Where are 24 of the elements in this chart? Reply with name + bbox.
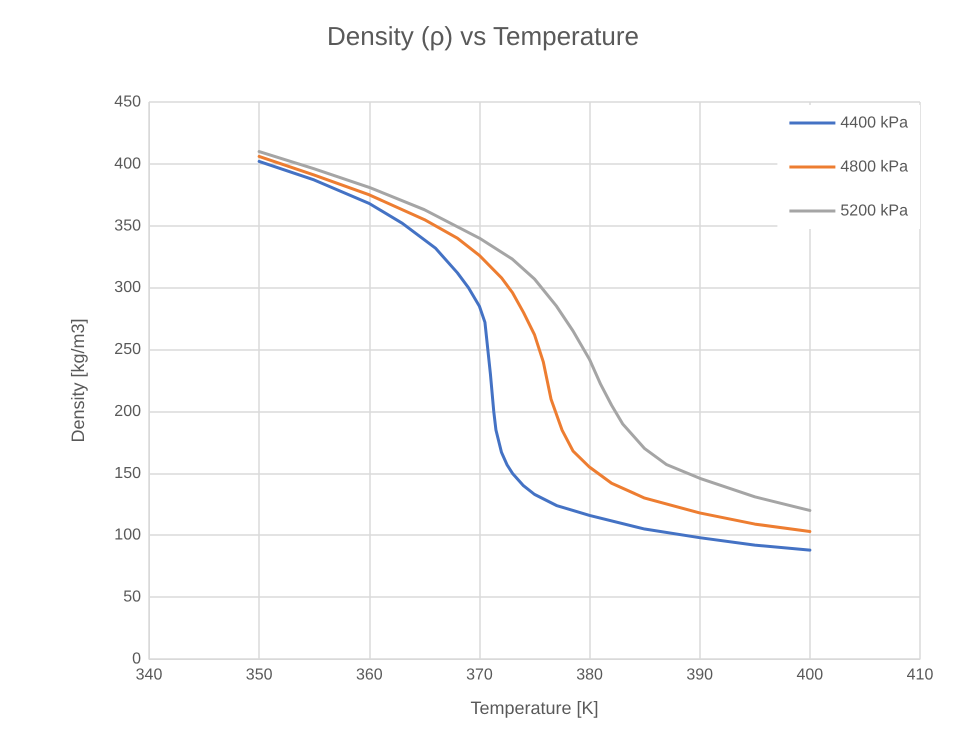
y-tick-label: 200 <box>114 402 142 420</box>
x-tick-label: 360 <box>356 666 383 684</box>
y-tick-label: 100 <box>114 526 142 544</box>
legend-label: 5200 kPa <box>840 202 908 220</box>
chart-title: Density (ρ) vs Temperature <box>327 21 639 51</box>
x-tick-label: 340 <box>136 666 162 684</box>
y-tick-label: 450 <box>114 94 142 110</box>
y-tick-label: 50 <box>123 588 142 606</box>
y-tick-label: 350 <box>114 217 142 234</box>
x-tick-label: 380 <box>576 666 604 684</box>
y-tick-label: 300 <box>114 279 142 296</box>
legend-label: 4400 kPa <box>840 114 908 132</box>
y-tick-label: 400 <box>114 155 142 172</box>
legend-label: 4800 kPa <box>840 158 908 176</box>
x-tick-label: 400 <box>796 666 824 684</box>
x-axis-title: Temperature [K] <box>470 698 599 718</box>
y-axis-title: Density [kg/m3] <box>68 318 88 443</box>
y-tick-label: 150 <box>114 464 142 482</box>
y-tick-label: 0 <box>132 650 142 668</box>
y-tick-label: 250 <box>114 341 142 358</box>
x-tick-label: 410 <box>906 666 934 684</box>
x-tick-label: 390 <box>686 666 714 684</box>
x-tick-label: 370 <box>466 666 493 684</box>
x-tick-label: 350 <box>246 666 273 684</box>
